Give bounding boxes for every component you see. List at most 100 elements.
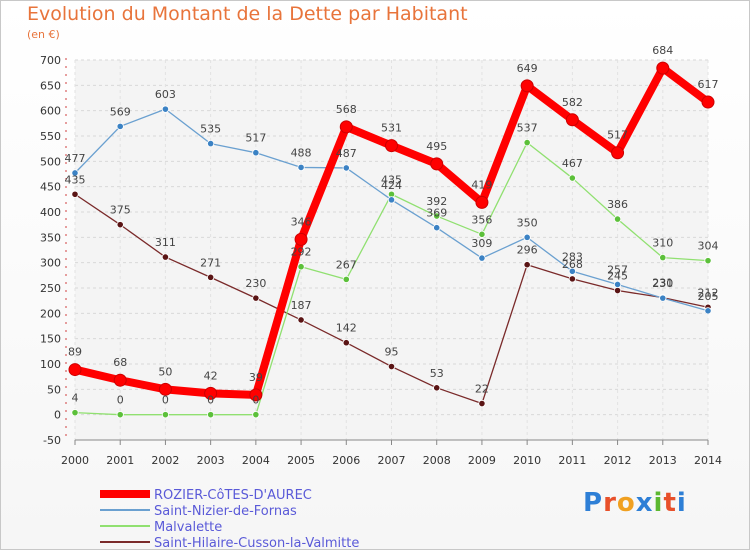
data-point xyxy=(207,140,215,148)
y-tick-label: 400 xyxy=(40,206,61,219)
data-point xyxy=(297,263,305,271)
data-point xyxy=(116,122,124,130)
y-tick-label: 200 xyxy=(40,307,61,320)
data-label: 488 xyxy=(291,146,312,159)
data-point xyxy=(71,190,79,198)
data-label: 435 xyxy=(65,173,86,186)
data-point xyxy=(339,120,353,134)
plot-area xyxy=(75,60,708,440)
data-point xyxy=(568,174,576,182)
data-point xyxy=(387,196,396,204)
data-label: 50 xyxy=(158,365,172,378)
x-tick-label: 2005 xyxy=(287,454,315,467)
data-label: 535 xyxy=(200,123,221,136)
data-label: 369 xyxy=(426,207,447,220)
x-tick-label: 2000 xyxy=(61,454,89,467)
data-point xyxy=(611,146,625,160)
data-label: 0 xyxy=(252,394,259,407)
data-label: 419 xyxy=(471,178,492,191)
data-point xyxy=(161,411,170,419)
data-label: 283 xyxy=(562,250,583,263)
x-tick-label: 2008 xyxy=(423,454,451,467)
data-label: 495 xyxy=(426,140,447,153)
y-tick-label: 250 xyxy=(40,282,61,295)
data-label: 95 xyxy=(385,346,399,359)
data-point xyxy=(207,411,215,419)
x-tick-label: 2004 xyxy=(242,454,270,467)
data-label: 230 xyxy=(652,277,673,290)
data-label: 4 xyxy=(72,392,79,405)
y-tick-label: 150 xyxy=(40,333,61,346)
y-tick-label: 100 xyxy=(40,358,61,371)
data-label: 603 xyxy=(155,88,176,101)
proxiti-logo: Proxiti xyxy=(583,488,687,518)
data-point xyxy=(565,113,579,127)
legend-entry: ROZIER-CôTES-D'AUREC xyxy=(154,488,312,503)
data-point xyxy=(249,388,263,402)
data-label: 617 xyxy=(698,78,719,91)
data-point xyxy=(252,411,260,419)
data-point xyxy=(68,363,82,377)
data-label: 309 xyxy=(471,237,492,250)
data-label: 569 xyxy=(110,105,131,118)
data-point xyxy=(161,253,170,261)
data-label: 684 xyxy=(652,44,673,57)
logo-letter: i xyxy=(676,488,687,518)
chart-title: Evolution du Montant de la Dette par Hab… xyxy=(27,3,468,25)
grid xyxy=(74,59,709,441)
data-label: 435 xyxy=(381,173,402,186)
x-tick-label: 2001 xyxy=(106,454,134,467)
data-label: 517 xyxy=(245,132,266,145)
data-point xyxy=(613,215,622,223)
axes: -500501001502002503003504004505005506006… xyxy=(40,54,722,467)
data-label: 292 xyxy=(291,246,312,259)
y-tick-label: 700 xyxy=(40,54,61,67)
data-point xyxy=(433,224,441,232)
y-tick-label: 300 xyxy=(40,257,61,270)
data-label: 386 xyxy=(607,198,628,211)
data-point xyxy=(342,275,350,283)
y-tick-label: 50 xyxy=(47,383,61,396)
data-label: 39 xyxy=(249,371,263,384)
x-tick-label: 2011 xyxy=(558,454,586,467)
data-label: 582 xyxy=(562,96,583,109)
data-label: 304 xyxy=(698,240,719,253)
data-label: 0 xyxy=(162,394,169,407)
data-point xyxy=(252,149,260,157)
data-point xyxy=(71,169,79,177)
data-label: 424 xyxy=(381,179,402,192)
y-tick-label: 500 xyxy=(40,155,61,168)
data-label: 231 xyxy=(652,277,673,290)
data-label: 187 xyxy=(291,299,312,312)
data-label: 467 xyxy=(562,157,583,170)
data-label: 517 xyxy=(607,129,628,142)
data-label: 356 xyxy=(471,213,492,226)
data-point xyxy=(478,399,486,408)
data-point xyxy=(385,139,398,153)
data-point xyxy=(207,273,215,281)
data-point xyxy=(478,254,486,262)
data-label: 89 xyxy=(68,346,82,359)
x-tick-label: 2006 xyxy=(332,454,360,467)
data-label: 296 xyxy=(517,244,538,257)
x-tick-label: 2007 xyxy=(378,454,406,467)
data-point xyxy=(523,138,531,147)
legend-entry: Malvalette xyxy=(154,520,222,535)
data-point xyxy=(656,61,670,75)
data-label: 230 xyxy=(245,277,266,290)
data-point xyxy=(116,411,124,419)
logo-letter: t xyxy=(663,488,677,518)
data-point xyxy=(342,164,350,172)
data-point xyxy=(430,157,444,171)
y-tick-label: 350 xyxy=(40,231,61,244)
legend-entry: Saint-Nizier-de-Fornas xyxy=(154,504,297,519)
data-point xyxy=(613,286,622,295)
data-label: 531 xyxy=(381,122,402,135)
x-tick-label: 2010 xyxy=(513,454,541,467)
data-point xyxy=(433,384,441,392)
data-point xyxy=(701,95,715,109)
data-label: 487 xyxy=(336,147,357,160)
data-point xyxy=(161,105,170,113)
data-label: 0 xyxy=(207,394,214,407)
